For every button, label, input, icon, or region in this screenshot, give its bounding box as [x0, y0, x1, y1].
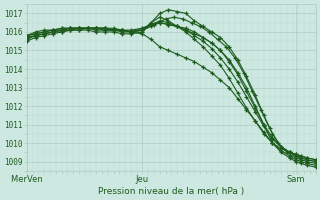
- X-axis label: Pression niveau de la mer( hPa ): Pression niveau de la mer( hPa ): [98, 187, 244, 196]
